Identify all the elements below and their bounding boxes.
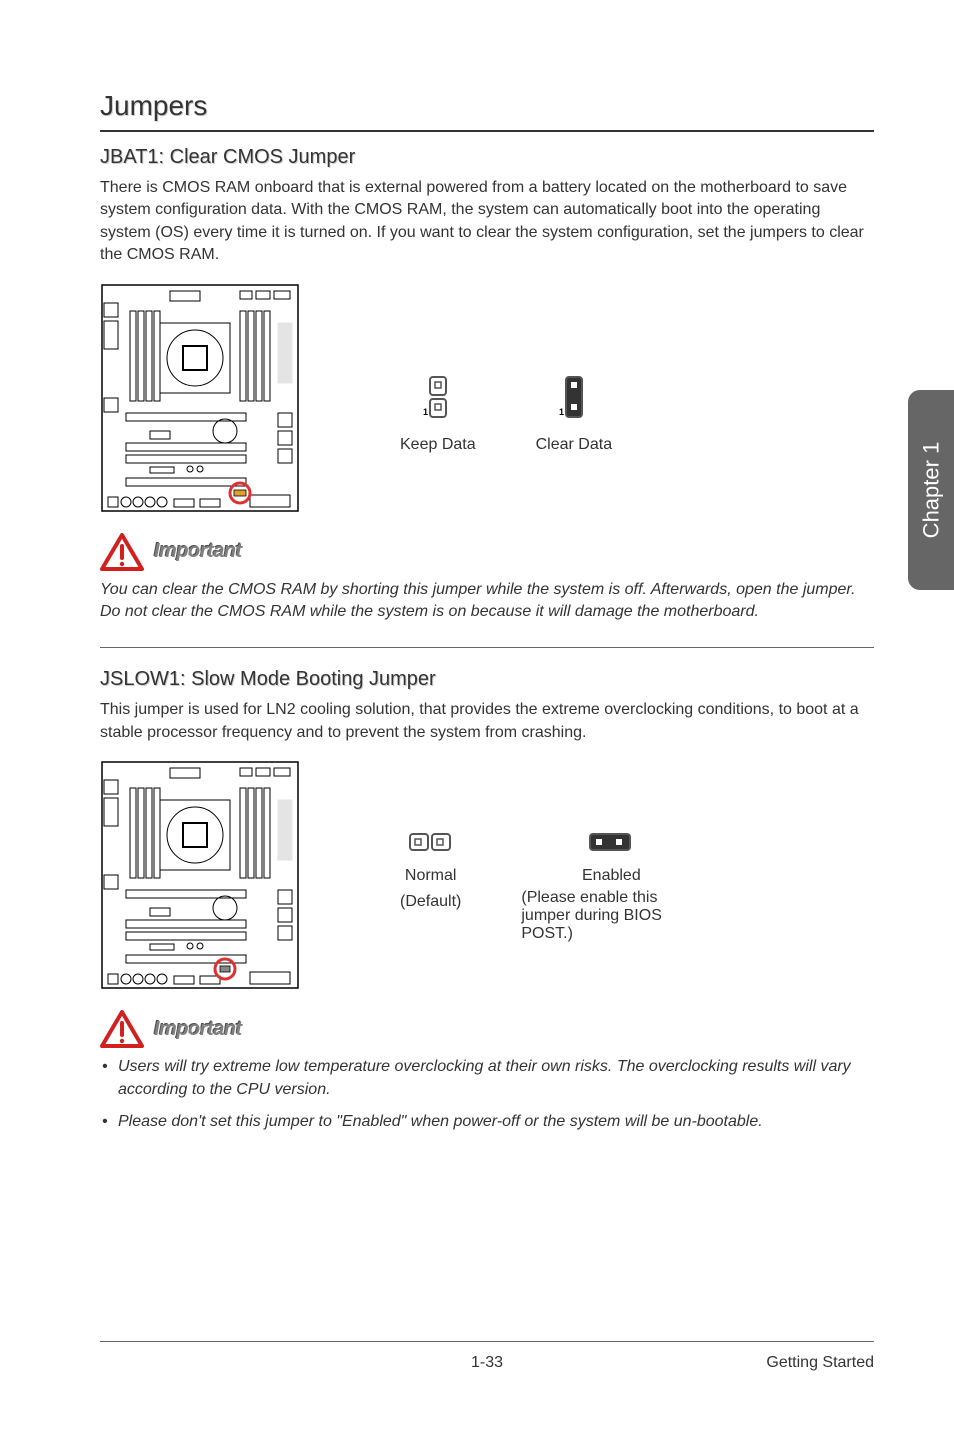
- jumper-open-icon: 1: [413, 373, 463, 423]
- jslow1-heading: JSLOW1: Slow Mode Booting Jumper: [100, 668, 874, 691]
- important-label-2: Important: [154, 1018, 242, 1041]
- keep-data-label: Keep Data: [400, 436, 476, 454]
- jbat1-jumper-states: 1 Keep Data 1 Clear Data: [400, 373, 612, 454]
- important-row-2: Important: [100, 1010, 874, 1048]
- important-row-1: Important: [100, 533, 874, 571]
- footer-section: Getting Started: [766, 1354, 874, 1372]
- bullet-2: Please don't set this jumper to "Enabled…: [100, 1111, 874, 1133]
- jbat1-important-text: You can clear the CMOS RAM by shorting t…: [100, 579, 874, 624]
- jumper-clear-data: 1 Clear Data: [536, 373, 612, 454]
- page-content: Jumpers JBAT1: Clear CMOS Jumper There i…: [0, 0, 954, 1133]
- jumper-horizontal-open-icon: [406, 830, 456, 854]
- jumper-enabled: Enabled (Please enable this jumper durin…: [521, 830, 701, 943]
- jslow1-bullets: Users will try extreme low temperature o…: [100, 1056, 874, 1133]
- jumper-normal: Normal (Default): [400, 830, 461, 911]
- section-divider: [100, 647, 874, 648]
- normal-label: Normal: [400, 867, 461, 885]
- page-number: 1-33: [471, 1354, 503, 1372]
- page-footer: 1-33 Getting Started: [100, 1341, 874, 1372]
- jbat1-description: There is CMOS RAM onboard that is extern…: [100, 177, 874, 267]
- jbat1-diagram-row: 1 Keep Data 1 Clear Data: [100, 283, 874, 513]
- jslow1-description: This jumper is used for LN2 cooling solu…: [100, 699, 874, 744]
- bullet-1: Users will try extreme low temperature o…: [100, 1056, 874, 1101]
- jumper-closed-icon: 1: [549, 373, 599, 423]
- enabled-label: Enabled: [521, 867, 701, 885]
- jumper-horizontal-closed-icon: [586, 830, 636, 854]
- jbat1-heading: JBAT1: Clear CMOS Jumper: [100, 146, 874, 169]
- warning-icon: [100, 533, 144, 571]
- default-label: (Default): [400, 893, 461, 911]
- jslow1-diagram-row: Normal (Default) Enabled (Please enable …: [100, 760, 874, 990]
- warning-icon: [100, 1010, 144, 1048]
- motherboard-diagram-jbat1: [100, 283, 300, 513]
- main-heading: Jumpers: [100, 90, 874, 132]
- svg-text:1: 1: [423, 407, 428, 417]
- motherboard-diagram-jslow1: [100, 760, 300, 990]
- jslow1-jumper-states: Normal (Default) Enabled (Please enable …: [400, 830, 701, 943]
- svg-text:1: 1: [559, 407, 564, 417]
- enabled-note: (Please enable this jumper during BIOS P…: [521, 889, 701, 943]
- clear-data-label: Clear Data: [536, 436, 612, 454]
- important-label-1: Important: [154, 540, 242, 563]
- jumper-keep-data: 1 Keep Data: [400, 373, 476, 454]
